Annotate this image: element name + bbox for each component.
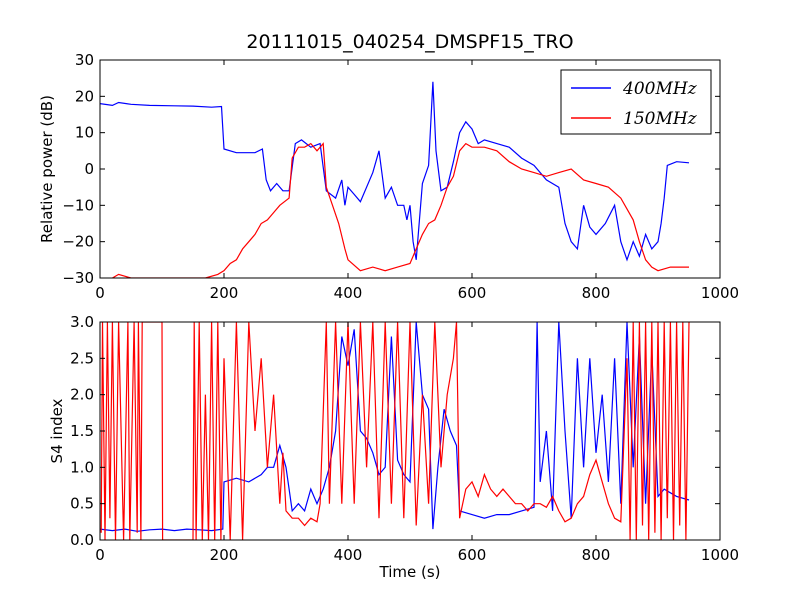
bottom-y-tick-label: 1.5 [70, 422, 94, 440]
top-x-tick-label: 1000 [701, 284, 739, 302]
bottom-y-tick-label: 2.0 [70, 386, 94, 404]
top-y-tick-label: 10 [75, 124, 94, 142]
top-series-150mhz-line [112, 142, 689, 278]
top-y-tick-label: 0 [84, 160, 94, 178]
top-y-tick-label: −20 [62, 233, 94, 251]
top-series-400mhz-line [100, 81, 690, 262]
bottom-x-tick-label: 600 [458, 546, 487, 564]
bottom-plot: S4 index Time (s) 0 200 400 600 800 1000 0.0 0.… [48, 313, 739, 581]
bottom-x-axis-label: Time (s) [379, 563, 441, 581]
top-y-tick-label: 30 [75, 51, 94, 69]
bottom-x-tick-label: 0 [95, 546, 105, 564]
top-x-tick-label: 600 [458, 284, 487, 302]
top-legend-box [560, 69, 712, 135]
top-y-tick-label: −30 [62, 269, 94, 287]
top-legend: 400MHz 150MHz [560, 69, 712, 135]
legend-label-150mhz: 150MHz [623, 109, 698, 129]
bottom-x-tick-label: 800 [582, 546, 611, 564]
bottom-x-tick-label: 1000 [701, 546, 739, 564]
top-plot: Relative power (dB) 0 200 400 600 800 1000−30… [38, 51, 739, 302]
bottom-x-tick-label: 400 [334, 546, 363, 564]
bottom-series-150mhz-line [100, 322, 690, 540]
bottom-y-tick-label: 2.5 [70, 349, 94, 367]
bottom-series-400mhz-line [100, 322, 690, 532]
top-x-tick-label: 800 [582, 284, 611, 302]
bottom-y-tick-label: 1.0 [70, 458, 94, 476]
top-x-tick-label: 200 [210, 284, 239, 302]
bottom-y-tick-label: 3.0 [70, 313, 94, 331]
top-y-axis-label: Relative power (dB) [38, 95, 56, 243]
top-y-tick-label: −10 [62, 196, 94, 214]
top-x-tick-label: 0 [95, 284, 105, 302]
bottom-y-tick-label: 0.5 [70, 495, 94, 513]
bottom-y-tick-label: 0.0 [70, 531, 94, 549]
top-x-tick-label: 400 [334, 284, 363, 302]
bottom-y-axis-label: S4 index [48, 398, 66, 463]
bottom-x-tick-label: 200 [210, 546, 239, 564]
chart-title: 20111015_040254_DMSPF15_TRO [246, 31, 573, 53]
top-y-tick-label: 20 [75, 87, 94, 105]
legend-label-400mhz: 400MHz [622, 79, 698, 99]
